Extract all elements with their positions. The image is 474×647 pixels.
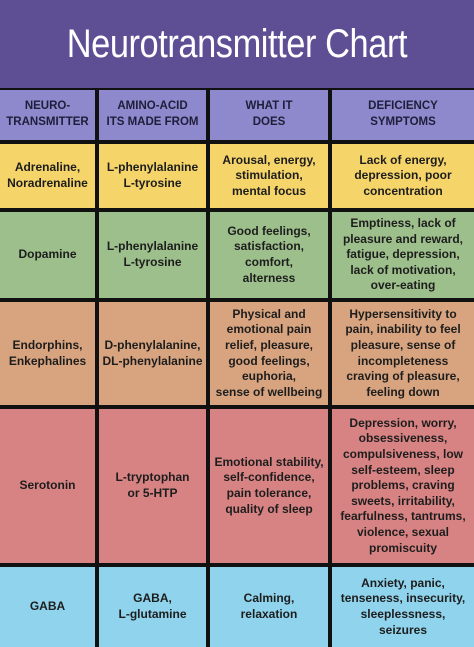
cell-text-line: Anxiety, panic, xyxy=(361,575,445,590)
cell-text-line: fearfulness, tantrums, xyxy=(340,509,466,524)
cell-text-line: L-phenylalanine xyxy=(106,239,199,254)
cell-text-line: L-phenylalanine xyxy=(106,160,199,175)
cell-text-line: Arousal, energy, xyxy=(222,152,316,167)
table-cell: Dopamine xyxy=(0,212,95,298)
cell-text-line: mental focus xyxy=(231,183,306,198)
table-cell: Depression, worry, obsessiveness, compulsi… xyxy=(332,409,474,563)
cell-text-line: Calming, xyxy=(243,591,295,606)
cell-text-line: euphoria, xyxy=(241,369,296,384)
cell-text-line: DEFICIENCY xyxy=(368,100,438,113)
header-cell: DEFICIENCY SYMPTOMS xyxy=(332,90,474,140)
cell-text-line: Dopamine xyxy=(18,247,77,262)
table-cell: D-phenylalanine, DL-phenylalanine xyxy=(99,302,206,405)
table-cell: L-phenylalanine L-tyrosine xyxy=(99,144,206,208)
cell-text-line: or 5-HTP xyxy=(127,486,178,500)
cell-text-line: Emotional stability, xyxy=(214,454,324,469)
table-cell: GABA, L-glutamine xyxy=(99,567,206,647)
cell-text-line: violence, sexual xyxy=(356,524,450,539)
cell-text-line: seizures xyxy=(378,622,428,637)
table-cell: Arousal, energy, stimulation, mental focus xyxy=(210,144,328,208)
cell-text-line: quality of sleep xyxy=(225,501,313,516)
cell-text-line: relaxation xyxy=(240,607,298,621)
cell-text-line: sense of wellbeing xyxy=(215,384,323,399)
cell-text-line: concentration xyxy=(363,183,443,198)
cell-text-line: satisfaction, xyxy=(233,239,305,254)
cell-text-line: depression, poor xyxy=(354,168,452,183)
cell-text-line: pain tolerance, xyxy=(226,486,312,500)
cell-text-line: Emptiness, lack of xyxy=(350,216,456,231)
cell-text-line: L-tyrosine xyxy=(123,176,182,190)
cell-text-line: L-glutamine xyxy=(118,607,187,621)
cell-text-line: incompleteness xyxy=(357,353,449,368)
table-cell: Anxiety, panic, tenseness, insecurity, sle… xyxy=(332,567,474,647)
cell-text-line: relief, pleasure, xyxy=(224,337,314,352)
cell-text-line: Serotonin xyxy=(19,478,76,493)
cell-text-line: Noradrenaline xyxy=(7,176,88,190)
table-cell: Emotional stability, self-confidence, pain… xyxy=(210,409,328,563)
cell-text-line: sweets, irritability, xyxy=(351,493,455,508)
cell-text-line: D-phenylalanine, xyxy=(104,337,201,352)
cell-text-line: NEURO- xyxy=(24,100,71,113)
cell-text-line: pleasure, sense of xyxy=(350,337,456,352)
header-cell: NEURO- TRANSMITTER xyxy=(0,90,95,140)
cell-text-line: Hypersensitivity to xyxy=(349,306,457,321)
table-cell: L-phenylalanine L-tyrosine xyxy=(99,212,206,298)
cell-text-line: feeling down xyxy=(366,384,440,399)
cell-text-line: L-tryptophan xyxy=(115,470,190,485)
cell-text-line: alterness xyxy=(242,270,296,285)
cell-text-line: GABA xyxy=(29,599,66,614)
table-cell: GABA xyxy=(0,567,95,647)
table-cell: Endorphins, Enkephalines xyxy=(0,302,95,405)
cell-text-line: lack of motivation, xyxy=(350,262,456,277)
cell-text-line: comfort, xyxy=(245,255,293,269)
cell-text-line: Lack of energy, xyxy=(359,152,447,167)
cell-text-line: pain, inability to feel xyxy=(345,322,461,337)
table-cell: L-tryptophan or 5-HTP xyxy=(99,409,206,563)
table-cell: Calming, relaxation xyxy=(210,567,328,647)
cell-text-line: TRANSMITTER xyxy=(6,116,89,128)
header-cell: WHAT IT DOES xyxy=(210,90,328,140)
cell-text-line: sleeplessness, xyxy=(360,607,446,621)
cell-text-line: Endorphins, xyxy=(12,337,83,352)
cell-text-line: AMINO-ACID xyxy=(117,100,188,113)
cell-text-line: Good feelings, xyxy=(227,223,311,238)
table-cell: Serotonin xyxy=(0,409,95,563)
cell-text-line: ITS MADE FROM xyxy=(106,116,199,128)
cell-text-line: DL-phenylalanine xyxy=(102,353,203,368)
table-cell: Good feelings, satisfaction, comfort, alter… xyxy=(210,212,328,298)
cell-text-line: obsessiveness, xyxy=(358,431,448,446)
title-banner: Neurotransmitter Chart xyxy=(0,0,474,88)
table-cell: Lack of energy, depression, poor concentra… xyxy=(332,144,474,208)
cell-text-line: GABA, xyxy=(133,591,172,606)
cell-text-line: tenseness, insecurity, xyxy=(340,591,466,606)
cell-text-line: over-eating xyxy=(370,278,436,293)
cell-text-line: SYMPTOMS xyxy=(370,116,436,128)
cell-text-line: pleasure and reward, xyxy=(342,231,464,246)
cell-text-line: Physical and xyxy=(232,306,306,321)
cell-text-line: WHAT IT xyxy=(245,100,293,113)
cell-text-line: DOES xyxy=(252,116,286,128)
cell-text-line: L-tyrosine xyxy=(123,255,182,269)
cell-text-line: problems, craving xyxy=(351,478,455,493)
table-cell: Physical and emotional pain relief, pleasu… xyxy=(210,302,328,405)
table-cell: Adrenaline, Noradrenaline xyxy=(0,144,95,208)
cell-text-line: Adrenaline, xyxy=(14,160,81,175)
header-cell: AMINO-ACID ITS MADE FROM xyxy=(99,90,206,140)
cell-text-line: Enkephalines xyxy=(8,353,87,368)
cell-text-line: emotional pain xyxy=(226,322,312,337)
table-cell: Emptiness, lack of pleasure and reward, fa… xyxy=(332,212,474,298)
cell-text-line: Depression, worry, xyxy=(349,415,457,430)
cell-text-line: stimulation, xyxy=(235,168,303,183)
cell-text-line: good feelings, xyxy=(228,353,310,368)
table-cell: Hypersensitivity to pain, inability to fe… xyxy=(332,302,474,405)
cell-text-line: self-confidence, xyxy=(223,470,315,485)
cell-text-line: promiscuity xyxy=(368,540,437,555)
title: Neurotransmitter Chart xyxy=(66,21,408,66)
cell-text-line: craving of pleasure, xyxy=(346,369,460,384)
cell-text-line: compulsiveness, low xyxy=(342,447,464,462)
cell-text-line: fatigue, depression, xyxy=(346,247,460,262)
cell-text-line: self-esteem, sleep xyxy=(351,462,455,477)
